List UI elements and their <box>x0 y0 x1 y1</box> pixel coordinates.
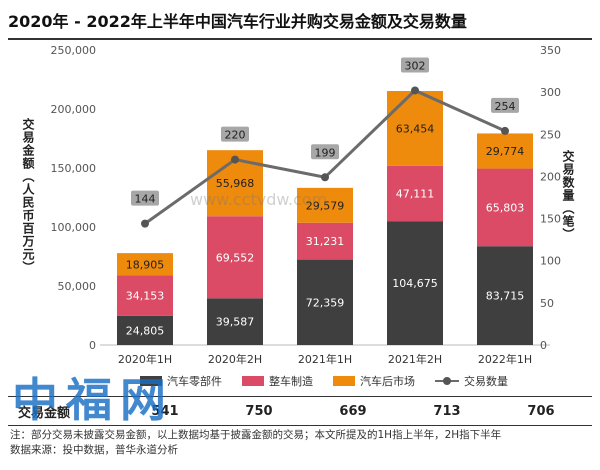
count-data-label: 144 <box>135 193 156 206</box>
count-data-label: 199 <box>315 146 336 159</box>
bar-data-label: 47,111 <box>396 188 435 201</box>
left-tick-label: 250,000 <box>51 44 97 57</box>
bar-data-label: 72,359 <box>306 296 345 309</box>
bar-segment <box>387 165 443 222</box>
legend-label-count: 交易数量 <box>464 375 508 388</box>
note-line: 注：部分交易未披露交易金额，以上数据均基于披露金额的交易；本文所提及的1H指上半… <box>10 429 502 441</box>
x-tick-label: 2020年1H <box>118 352 172 366</box>
bar-segment <box>297 222 353 260</box>
count-point <box>501 126 509 135</box>
bar-data-label: 39,587 <box>216 316 255 329</box>
legend-item-aftermarket: 汽车后市场 <box>333 373 415 389</box>
left-axis-label: 交易金额（人民币百万元） <box>21 118 35 274</box>
legend-item-vehicle: 整车制造 <box>242 373 313 389</box>
legend: 汽车零部件 整车制造 汽车后市场 交易数量 <box>140 373 508 389</box>
legend-item-count: 交易数量 <box>435 373 508 389</box>
count-point <box>231 155 239 164</box>
table-row-label: 交易金额 <box>18 405 71 421</box>
bar-segment <box>477 246 533 345</box>
bar-data-label: 63,454 <box>396 122 435 135</box>
bar-data-label: 29,579 <box>306 199 345 212</box>
page-title: 2020年 - 2022年上半年中国汽车行业并购交易金额及交易数量 <box>8 8 592 40</box>
bar-segment <box>117 315 173 345</box>
bar-data-label: 18,905 <box>126 258 165 271</box>
x-tick-label: 2021年1H <box>298 352 352 366</box>
count-label-box <box>401 57 429 73</box>
count-point <box>321 173 329 182</box>
left-tick-label: 150,000 <box>51 162 97 175</box>
count-label-box <box>221 126 249 142</box>
count-data-label: 254 <box>495 100 516 113</box>
right-tick-label: 50 <box>540 297 554 310</box>
legend-label-vehicle: 整车制造 <box>269 375 313 388</box>
legend-label-parts: 汽车零部件 <box>167 375 222 388</box>
count-point <box>411 86 419 95</box>
notes: 注：部分交易未披露交易金额，以上数据均基于披露金额的交易；本文所提及的1H指上半… <box>10 428 590 458</box>
count-label-box <box>311 144 339 160</box>
bar-segment <box>297 259 353 345</box>
bar-segment <box>207 298 263 345</box>
right-tick-label: 350 <box>540 44 561 57</box>
table-row: 541 750 669 713 706 <box>118 404 592 419</box>
bar-segment <box>477 133 533 169</box>
bar-data-label: 83,715 <box>486 290 525 303</box>
table-cell: 541 <box>151 403 179 419</box>
bar-segment <box>477 168 533 247</box>
bar-data-label: 29,774 <box>486 145 525 158</box>
count-point <box>141 219 149 228</box>
table-cell: 750 <box>245 403 273 419</box>
bar-data-label: 65,803 <box>486 201 525 214</box>
bar-segment <box>117 253 173 276</box>
right-axis-label: 交易数量（笔） <box>561 150 575 241</box>
table-cell: 706 <box>527 403 555 419</box>
left-tick-label: 200,000 <box>51 103 97 116</box>
right-tick-label: 250 <box>540 128 561 141</box>
count-data-label: 220 <box>225 129 246 142</box>
legend-swatch-vehicle <box>242 376 264 386</box>
count-label-box <box>131 190 159 206</box>
note-source: 数据来源：投中数据，普华永道分析 <box>10 444 178 456</box>
x-tick-label: 2020年2H <box>208 352 262 366</box>
bar-data-label: 31,231 <box>306 235 345 248</box>
left-tick-label: 100,000 <box>51 221 97 234</box>
bar-data-label: 55,968 <box>216 177 255 190</box>
bar-segment <box>387 221 443 345</box>
bar-data-label: 34,153 <box>126 290 165 303</box>
bar-data-label: 104,675 <box>392 277 438 290</box>
bar-segment <box>207 216 263 299</box>
legend-swatch-count <box>435 376 459 386</box>
right-tick-label: 200 <box>540 170 561 183</box>
summary-table: 交易金额 541 750 669 713 706 <box>8 396 592 426</box>
table-cell: 713 <box>433 403 461 419</box>
watermark-url: www.cctvdw.com <box>190 190 328 209</box>
legend-item-parts: 汽车零部件 <box>140 373 222 389</box>
legend-swatch-parts <box>140 376 162 386</box>
watermark-logo: 中福网 <box>12 373 174 427</box>
right-tick-label: 150 <box>540 213 561 226</box>
left-tick-label: 50,000 <box>58 280 97 293</box>
bar-data-label: 24,805 <box>126 324 165 337</box>
right-tick-label: 0 <box>540 339 547 352</box>
bar-data-label: 69,552 <box>216 251 255 264</box>
x-tick-label: 2022年1H <box>478 352 532 366</box>
count-label-box <box>491 97 519 113</box>
bar-segment <box>117 275 173 316</box>
legend-label-aftermarket: 汽车后市场 <box>360 375 415 388</box>
right-tick-label: 100 <box>540 255 561 268</box>
bar-segment <box>387 91 443 166</box>
legend-swatch-aftermarket <box>333 376 355 386</box>
right-tick-label: 300 <box>540 86 561 99</box>
left-tick-label: 0 <box>89 339 96 352</box>
bar-segment <box>297 187 353 223</box>
x-tick-label: 2021年2H <box>388 352 442 366</box>
table-cell: 669 <box>339 403 367 419</box>
count-data-label: 302 <box>405 59 426 72</box>
